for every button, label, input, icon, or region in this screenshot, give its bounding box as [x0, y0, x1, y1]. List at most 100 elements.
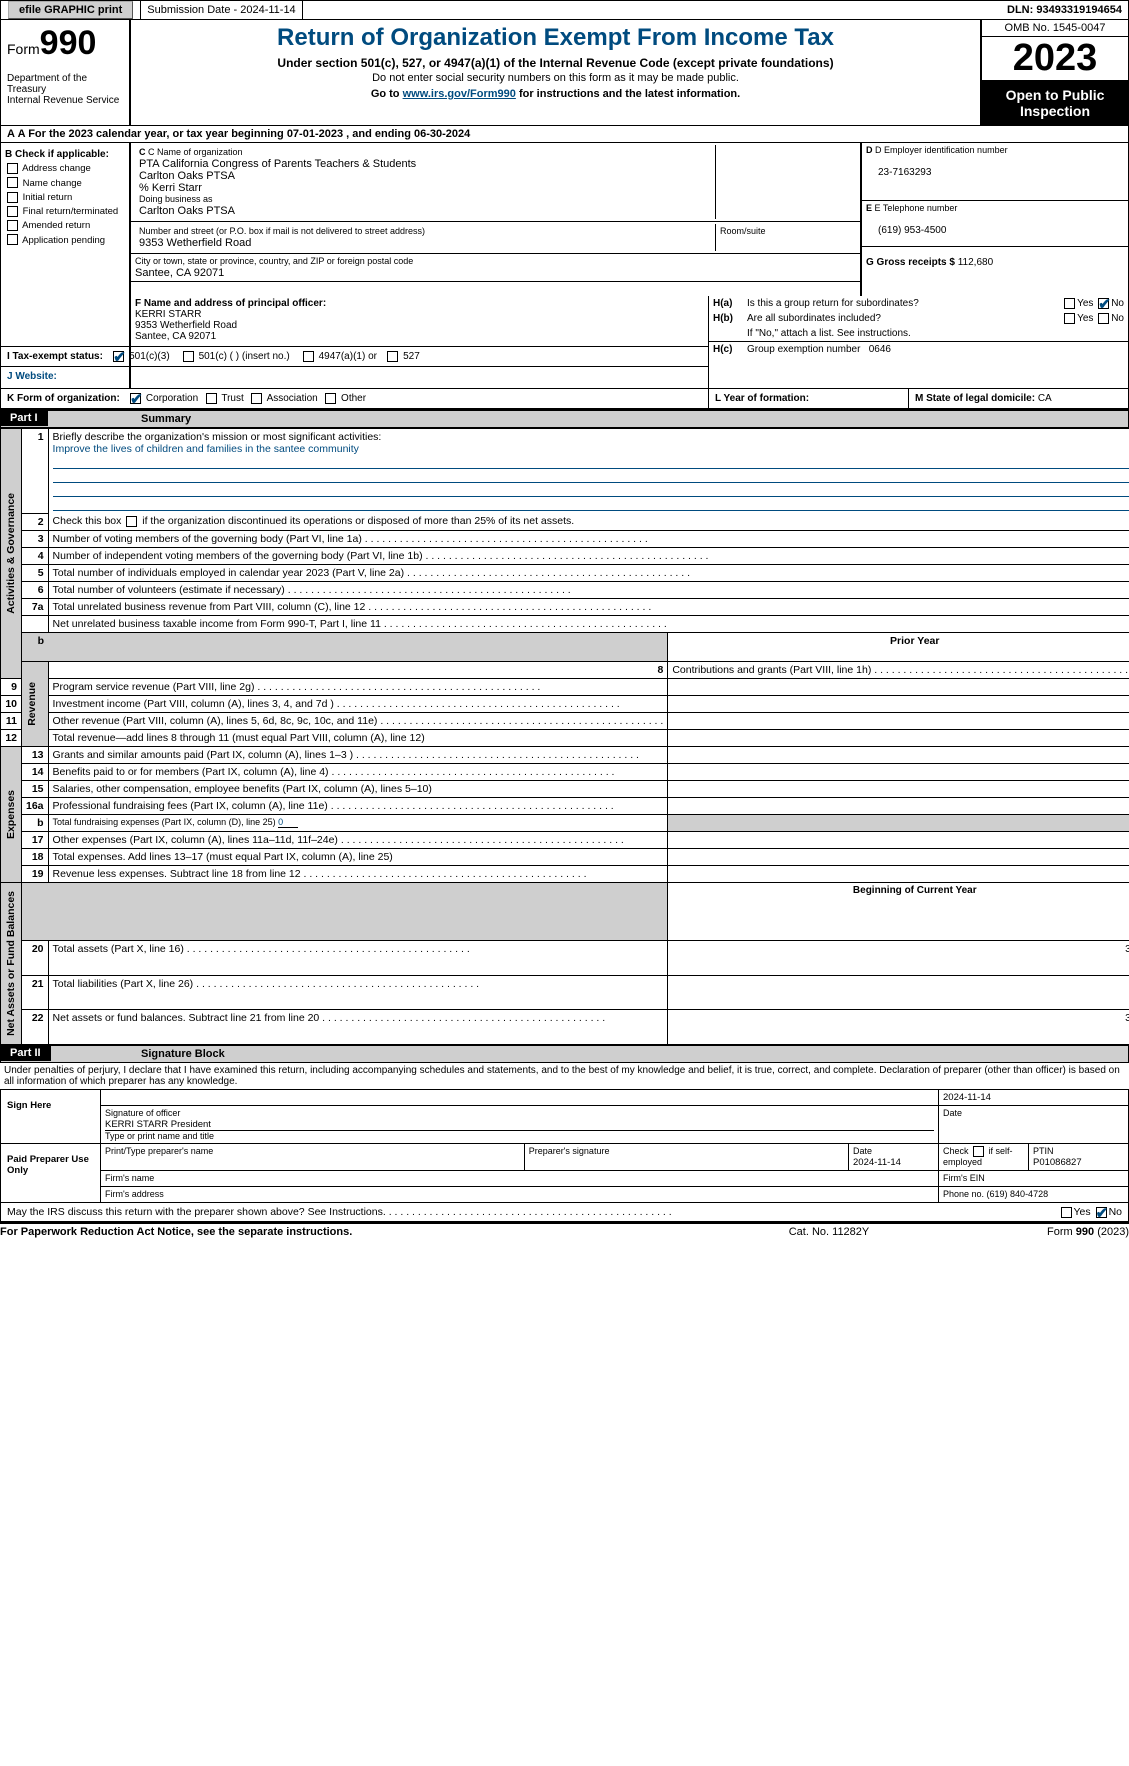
ein-label: D D Employer identification number — [866, 145, 1008, 155]
sign-here-label: Sign Here — [1, 1089, 101, 1143]
cb-hb-no[interactable] — [1098, 313, 1109, 324]
cb-final-return[interactable] — [7, 206, 18, 217]
line-l-label: L Year of formation: — [715, 393, 809, 404]
topbar: efile GRAPHIC print Submission Date - 20… — [0, 0, 1129, 20]
cb-discuss-no[interactable] — [1096, 1207, 1107, 1218]
c-name-label: C C Name of organization — [139, 147, 243, 157]
cb-initial-return[interactable] — [7, 192, 18, 203]
gov-row-7b: Net unrelated business taxable income fr… — [1, 615, 1129, 632]
gross-receipts: 112,680 — [958, 257, 993, 268]
vlabel-rev: Revenue — [26, 676, 38, 732]
street-address: 9353 Wetherfield Road — [139, 237, 711, 249]
sig-officer-label: Signature of officer — [105, 1108, 180, 1118]
phone-label: E E Telephone number — [866, 203, 957, 213]
gov-row-4: 4Number of independent voting members of… — [1, 547, 1129, 564]
submission-date: Submission Date - 2024-11-14 — [141, 1, 302, 19]
cb-amended-return[interactable] — [7, 220, 18, 231]
cb-assoc[interactable] — [251, 393, 262, 404]
line-k-label: K Form of organization: — [7, 393, 120, 404]
officer-label: F Name and address of principal officer: — [135, 298, 326, 309]
hb-label: H(b) — [713, 313, 747, 324]
dba-name: Carlton Oaks PTSA — [139, 205, 711, 217]
gov-row-3: 3Number of voting members of the governi… — [1, 530, 1129, 547]
efile-print-button[interactable]: efile GRAPHIC print — [8, 1, 133, 19]
dept-label: Department of the Treasury Internal Reve… — [7, 73, 123, 106]
cb-ha-yes[interactable] — [1064, 298, 1075, 309]
section-bcdeg: B Check if applicable: Address change Na… — [0, 143, 1129, 296]
type-name-label: Type or print name and title — [105, 1130, 934, 1141]
omb-number: OMB No. 1545-0047 — [982, 20, 1128, 37]
gov-row-7a: 7aTotal unrelated business revenue from … — [1, 598, 1129, 615]
cb-other[interactable] — [325, 393, 336, 404]
cb-501c[interactable] — [183, 351, 194, 362]
dln: DLN: 93493319194654 — [1001, 1, 1128, 19]
city-state-zip: Santee, CA 92071 — [135, 267, 856, 279]
hb-note: If "No," attach a list. See instructions… — [747, 328, 1124, 339]
discuss-text: May the IRS discuss this return with the… — [7, 1206, 386, 1218]
part2-num: Part II — [0, 1045, 51, 1061]
addr-label: Number and street (or P.O. box if mail i… — [139, 226, 425, 236]
form-header: Form990 Department of the Treasury Inter… — [0, 20, 1129, 125]
vlabel-gov: Activities & Governance — [5, 487, 17, 620]
ha-label: H(a) — [713, 298, 747, 309]
box-b-label: B Check if applicable: — [5, 149, 109, 160]
cb-address-change[interactable] — [7, 163, 18, 174]
cb-trust[interactable] — [206, 393, 217, 404]
part1-title: Summary — [0, 410, 1129, 428]
gross-receipts-label: G Gross receipts $ — [866, 257, 955, 268]
sig-date: 2024-11-14 — [943, 1092, 991, 1103]
website-label: J Website: — [7, 371, 57, 382]
cb-self-employed[interactable] — [973, 1146, 984, 1157]
cb-4947[interactable] — [303, 351, 314, 362]
date-label: Date — [943, 1108, 962, 1118]
form-title: Return of Organization Exempt From Incom… — [139, 24, 972, 52]
cb-discuss-yes[interactable] — [1061, 1207, 1072, 1218]
line-klm: K Form of organization: Corporation Trus… — [0, 389, 1129, 410]
hb-text: Are all subordinates included? — [747, 313, 1004, 324]
hc-label: H(c) — [713, 344, 747, 355]
line-i-label: I Tax-exempt status: — [7, 351, 103, 362]
mission-text: Improve the lives of children and famili… — [53, 443, 359, 455]
form-link-row: Go to www.irs.gov/Form990 for instructio… — [139, 88, 972, 100]
cb-name-change[interactable] — [7, 177, 18, 188]
cb-discontinued[interactable] — [126, 516, 137, 527]
cb-ha-no[interactable] — [1098, 298, 1109, 309]
line-m-label: M State of legal domicile: — [915, 393, 1035, 404]
hc-value: 0646 — [869, 344, 891, 355]
gov-row-5: 5Total number of individuals employed in… — [1, 564, 1129, 581]
cat-no: Cat. No. 11282Y — [729, 1226, 929, 1238]
ein-value: 23-7163293 — [866, 167, 931, 178]
part1-table: Activities & Governance 1 Briefly descri… — [0, 428, 1129, 1044]
vlabel-net: Net Assets or Fund Balances — [5, 885, 17, 1042]
paperwork-notice: For Paperwork Reduction Act Notice, see … — [0, 1226, 729, 1238]
line-m-value: CA — [1038, 393, 1052, 404]
cb-501c3[interactable] — [113, 351, 124, 362]
officer-value: KERRI STARR 9353 Wetherfield Road Santee… — [135, 309, 237, 342]
signature-table: Sign Here 2024-11-14 Signature of office… — [0, 1089, 1129, 1203]
paid-preparer-label: Paid Preparer Use Only — [1, 1143, 101, 1202]
phone-value: (619) 953-4500 — [866, 225, 946, 236]
room-label: Room/suite — [720, 226, 766, 236]
ptin: P01086827 — [1033, 1157, 1082, 1168]
form-number: Form990 — [7, 24, 123, 63]
part1-num: Part I — [0, 410, 48, 426]
vlabel-exp: Expenses — [5, 784, 17, 845]
l2-text: Check this box if the organization disco… — [53, 515, 575, 527]
open-public: Open to Public Inspection — [982, 81, 1128, 125]
l1-label: Briefly describe the organization's miss… — [53, 431, 382, 443]
cb-hb-yes[interactable] — [1064, 313, 1075, 324]
ha-text: Is this a group return for subordinates? — [747, 298, 1004, 309]
hc-text: Group exemption number — [747, 344, 863, 355]
hdr-prior-curr: bPrior YearCurrent Year — [1, 632, 1129, 661]
cb-527[interactable] — [387, 351, 398, 362]
dba-label: Doing business as — [139, 194, 213, 204]
firm-phone: Phone no. (619) 840-4728 — [943, 1189, 1048, 1199]
line-a: A A For the 2023 calendar year, or tax y… — [0, 125, 1129, 143]
cb-application-pending[interactable] — [7, 234, 18, 245]
cb-corp[interactable] — [130, 393, 141, 404]
org-name: PTA California Congress of Parents Teach… — [139, 158, 711, 194]
officer-name: KERRI STARR President — [105, 1119, 211, 1130]
irs-link[interactable]: www.irs.gov/Form990 — [403, 88, 516, 100]
footer: For Paperwork Reduction Act Notice, see … — [0, 1222, 1129, 1240]
part2-title: Signature Block — [0, 1045, 1129, 1063]
